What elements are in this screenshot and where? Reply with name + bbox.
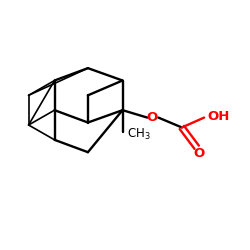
Text: CH$_3$: CH$_3$ [128,127,151,142]
Text: OH: OH [208,110,230,123]
Text: O: O [146,111,158,124]
Text: O: O [194,147,205,160]
